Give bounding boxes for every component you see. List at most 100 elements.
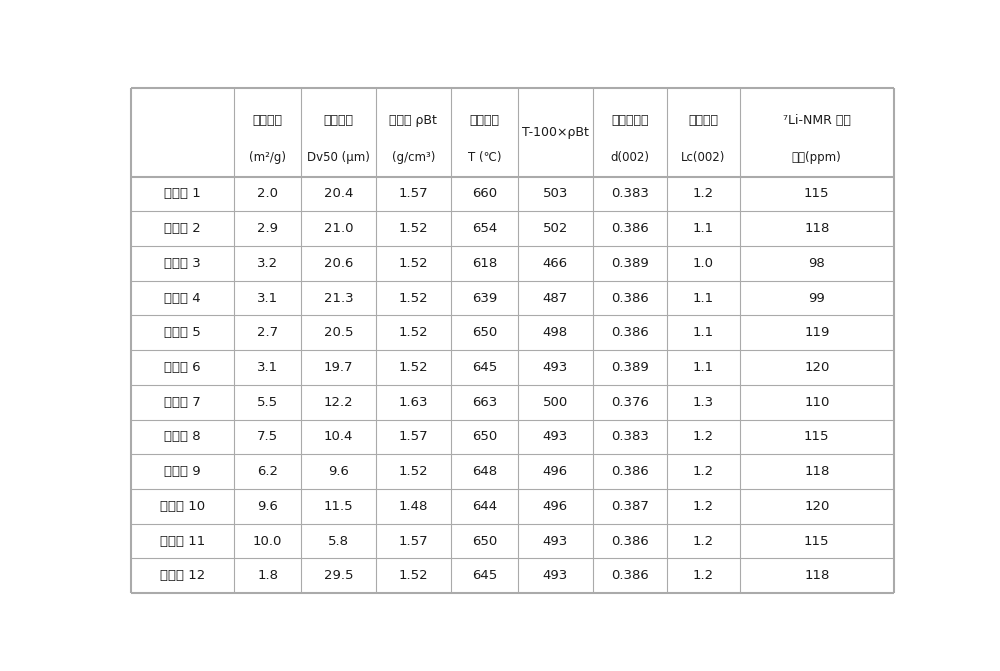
Text: 实施例 8: 实施例 8 (164, 430, 201, 444)
Text: 1.2: 1.2 (693, 500, 714, 513)
Text: 1.63: 1.63 (399, 396, 428, 409)
Text: 503: 503 (543, 187, 568, 201)
Text: 466: 466 (543, 257, 568, 270)
Text: 650: 650 (472, 430, 497, 444)
Text: 20.5: 20.5 (324, 326, 353, 340)
Text: 燃烧峰値: 燃烧峰値 (469, 113, 499, 127)
Text: 21.0: 21.0 (324, 222, 353, 235)
Text: 115: 115 (804, 430, 830, 444)
Text: 493: 493 (543, 430, 568, 444)
Text: 实施例 10: 实施例 10 (160, 500, 205, 513)
Text: 0.386: 0.386 (611, 326, 649, 340)
Text: 1.2: 1.2 (693, 465, 714, 478)
Text: T (℃): T (℃) (468, 151, 501, 164)
Text: 9.6: 9.6 (257, 500, 278, 513)
Text: 1.2: 1.2 (693, 535, 714, 548)
Text: 10.0: 10.0 (253, 535, 282, 548)
Text: 0.386: 0.386 (611, 222, 649, 235)
Text: 0.386: 0.386 (611, 292, 649, 305)
Text: 118: 118 (804, 465, 829, 478)
Text: 118: 118 (804, 222, 829, 235)
Text: 1.57: 1.57 (399, 187, 428, 201)
Text: 1.57: 1.57 (399, 430, 428, 444)
Text: 10.4: 10.4 (324, 430, 353, 444)
Text: 0.383: 0.383 (611, 430, 649, 444)
Text: 1.52: 1.52 (399, 222, 428, 235)
Text: 663: 663 (472, 396, 497, 409)
Text: 99: 99 (808, 292, 825, 305)
Text: 618: 618 (472, 257, 497, 270)
Text: 500: 500 (543, 396, 568, 409)
Text: 1.2: 1.2 (693, 569, 714, 582)
Text: 645: 645 (472, 361, 497, 374)
Text: 3.1: 3.1 (257, 292, 278, 305)
Text: 1.1: 1.1 (693, 222, 714, 235)
Text: 5.5: 5.5 (257, 396, 278, 409)
Text: 29.5: 29.5 (324, 569, 353, 582)
Text: 498: 498 (543, 326, 568, 340)
Text: 115: 115 (804, 187, 830, 201)
Text: 实施例 12: 实施例 12 (160, 569, 205, 582)
Text: 3.2: 3.2 (257, 257, 278, 270)
Text: 115: 115 (804, 535, 830, 548)
Text: 7.5: 7.5 (257, 430, 278, 444)
Text: 502: 502 (543, 222, 568, 235)
Text: 0.389: 0.389 (611, 257, 649, 270)
Text: 19.7: 19.7 (324, 361, 353, 374)
Text: 实施例 9: 实施例 9 (164, 465, 201, 478)
Text: 1.1: 1.1 (693, 326, 714, 340)
Text: 9.6: 9.6 (328, 465, 349, 478)
Text: 98: 98 (808, 257, 825, 270)
Text: 实施例 11: 实施例 11 (160, 535, 205, 548)
Text: 1.2: 1.2 (693, 430, 714, 444)
Text: 496: 496 (543, 465, 568, 478)
Text: 0.389: 0.389 (611, 361, 649, 374)
Text: 645: 645 (472, 569, 497, 582)
Text: 实施例 4: 实施例 4 (164, 292, 201, 305)
Text: 1.52: 1.52 (399, 326, 428, 340)
Text: 110: 110 (804, 396, 829, 409)
Text: 1.52: 1.52 (399, 569, 428, 582)
Text: 20.4: 20.4 (324, 187, 353, 201)
Text: 1.1: 1.1 (693, 292, 714, 305)
Text: 496: 496 (543, 500, 568, 513)
Text: 654: 654 (472, 222, 497, 235)
Text: 11.5: 11.5 (324, 500, 353, 513)
Text: 实施例 6: 实施例 6 (164, 361, 201, 374)
Text: 实施例 2: 实施例 2 (164, 222, 201, 235)
Text: 2.7: 2.7 (257, 326, 278, 340)
Text: 120: 120 (804, 361, 829, 374)
Text: T-100×ρBt: T-100×ρBt (522, 126, 589, 139)
Text: (g/cm³): (g/cm³) (392, 151, 435, 164)
Text: 120: 120 (804, 500, 829, 513)
Text: 2.0: 2.0 (257, 187, 278, 201)
Text: 微晶厚度: 微晶厚度 (689, 113, 719, 127)
Text: 644: 644 (472, 500, 497, 513)
Text: 1.57: 1.57 (399, 535, 428, 548)
Text: 5.8: 5.8 (328, 535, 349, 548)
Text: 1.52: 1.52 (399, 361, 428, 374)
Text: 650: 650 (472, 326, 497, 340)
Text: 比表面积: 比表面积 (253, 113, 283, 127)
Text: 1.1: 1.1 (693, 361, 714, 374)
Text: 3.1: 3.1 (257, 361, 278, 374)
Text: (m²/g): (m²/g) (249, 151, 286, 164)
Text: 493: 493 (543, 569, 568, 582)
Text: 平均粒径: 平均粒径 (324, 113, 354, 127)
Text: 实施例 7: 实施例 7 (164, 396, 201, 409)
Text: d(002): d(002) (610, 151, 649, 164)
Text: 6.2: 6.2 (257, 465, 278, 478)
Text: 0.386: 0.386 (611, 569, 649, 582)
Text: 1.3: 1.3 (693, 396, 714, 409)
Text: 20.6: 20.6 (324, 257, 353, 270)
Text: 0.383: 0.383 (611, 187, 649, 201)
Text: 21.3: 21.3 (324, 292, 353, 305)
Text: 493: 493 (543, 361, 568, 374)
Text: 648: 648 (472, 465, 497, 478)
Text: 660: 660 (472, 187, 497, 201)
Text: 0.386: 0.386 (611, 535, 649, 548)
Text: 1.52: 1.52 (399, 257, 428, 270)
Text: 2.9: 2.9 (257, 222, 278, 235)
Text: 实施例 3: 实施例 3 (164, 257, 201, 270)
Text: 真密度 ρBt: 真密度 ρBt (389, 113, 437, 127)
